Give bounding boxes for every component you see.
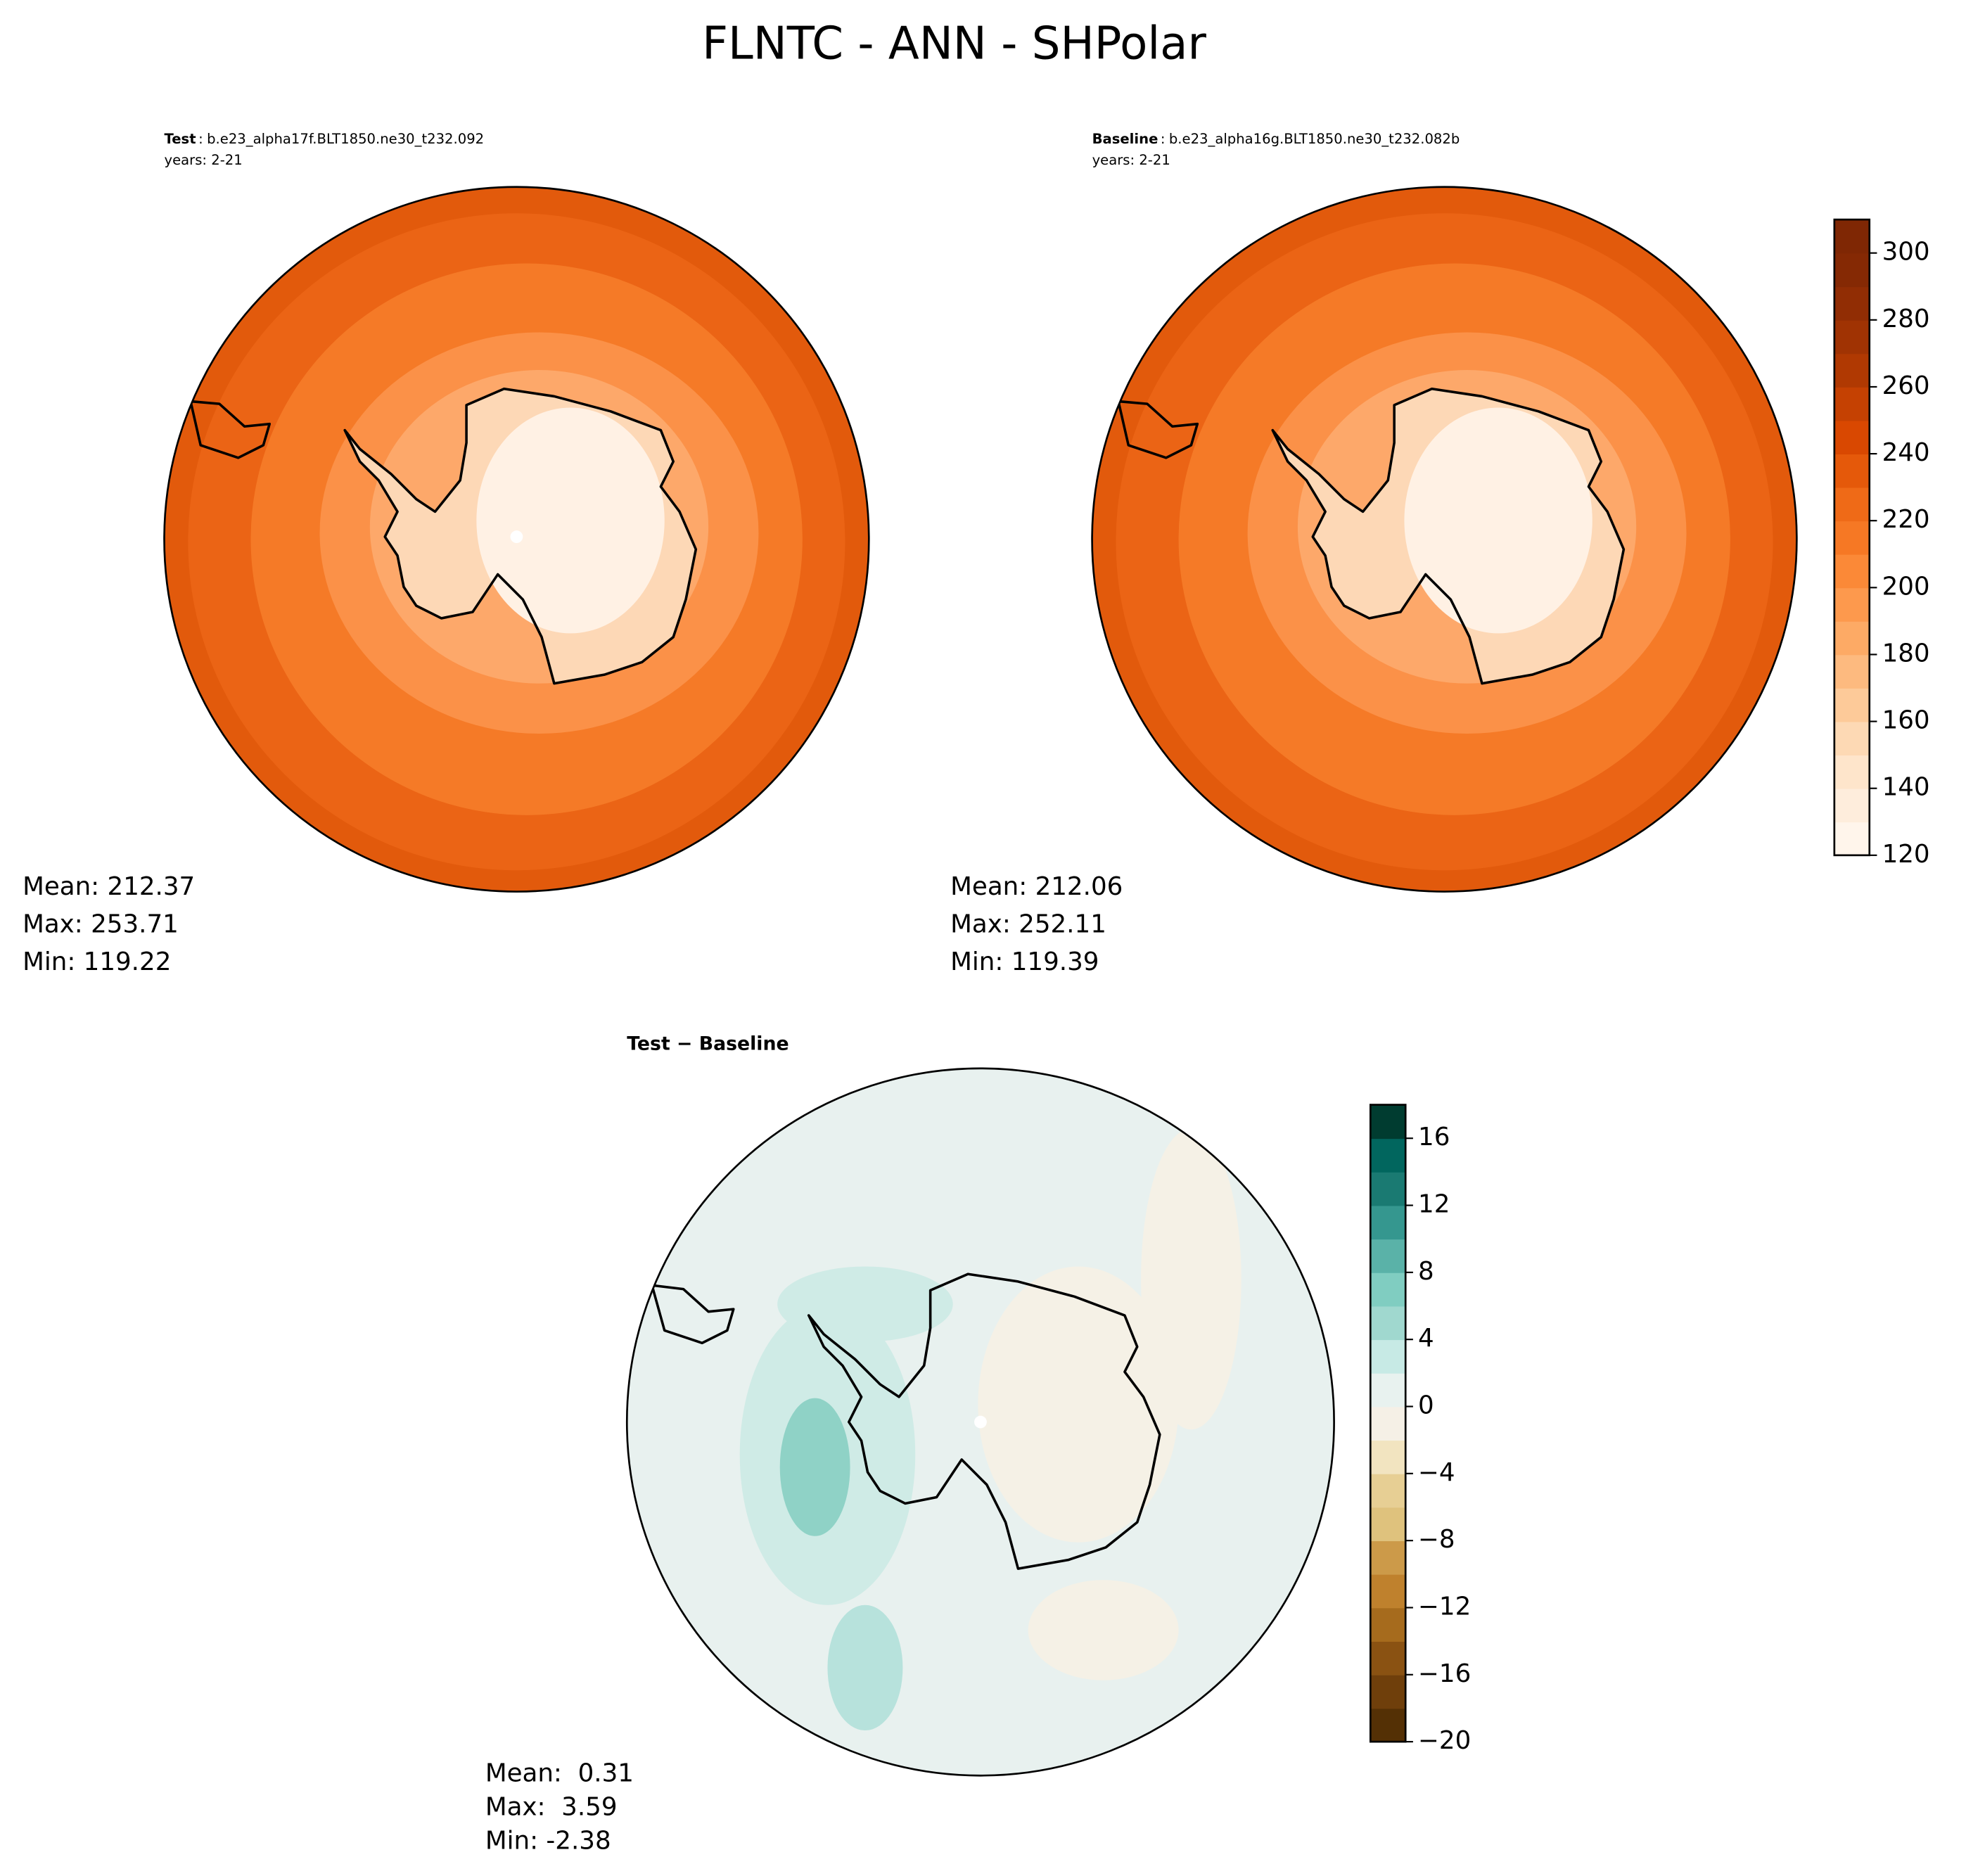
colorbar-band bbox=[1370, 1574, 1406, 1609]
tick-label: 240 bbox=[1882, 438, 1930, 467]
colorbar-band bbox=[1834, 620, 1870, 656]
separator: : bbox=[198, 131, 203, 147]
colorbar-band bbox=[1370, 1708, 1406, 1742]
colorbars: 120140160180200220240260280300−20−16−12−… bbox=[1369, 218, 1930, 1755]
tick-label: 180 bbox=[1882, 639, 1930, 668]
years: years: 2-21 bbox=[165, 152, 243, 168]
colorbar-band bbox=[1834, 521, 1870, 555]
colorbar-band bbox=[1370, 1674, 1406, 1709]
pole bbox=[510, 530, 523, 544]
tick-label: 4 bbox=[1418, 1324, 1434, 1353]
colorbar-band bbox=[1370, 1540, 1406, 1575]
colorbar-band bbox=[1834, 487, 1870, 522]
colorbar-band bbox=[1834, 353, 1870, 388]
tick-label: −16 bbox=[1418, 1659, 1471, 1688]
colorbar-band bbox=[1370, 1239, 1406, 1273]
colorbar-band bbox=[1370, 1272, 1406, 1307]
stat: Max: 253.71 bbox=[23, 910, 179, 939]
colorbar-band bbox=[1834, 286, 1870, 321]
map bbox=[164, 186, 869, 892]
colorbar-band bbox=[1370, 1205, 1406, 1240]
stats: Mean: 212.37 Max: 253.71 Min: 119.22 Mean: … bbox=[23, 872, 1123, 1856]
tick-label: 260 bbox=[1882, 371, 1930, 400]
stat: Max: 252.11 bbox=[950, 910, 1106, 939]
tick-label: −20 bbox=[1418, 1726, 1471, 1755]
colorbar-band bbox=[1370, 1138, 1406, 1173]
colorbar-band bbox=[1370, 1473, 1406, 1508]
map-frame bbox=[163, 186, 870, 893]
colorbar-band bbox=[1370, 1171, 1406, 1206]
tick-label: 220 bbox=[1882, 505, 1930, 534]
stat: Min: 119.39 bbox=[950, 947, 1099, 976]
colorbar-band bbox=[1834, 386, 1870, 421]
colorbar-band bbox=[1834, 219, 1870, 254]
colorbar-band bbox=[1834, 688, 1870, 722]
map-frame bbox=[625, 1067, 1335, 1777]
tick-label: 200 bbox=[1882, 572, 1930, 601]
stat: Max: 3.59 bbox=[485, 1793, 618, 1822]
tick-label: −4 bbox=[1418, 1458, 1455, 1487]
colorbar-band bbox=[1370, 1372, 1406, 1408]
tick-label: 160 bbox=[1882, 706, 1930, 735]
tick-label: 280 bbox=[1882, 305, 1930, 333]
panel-label: Baseline bbox=[1092, 131, 1158, 147]
figure-title: FLNTC - ANN - SHPolar bbox=[702, 18, 1206, 70]
colorbar-band bbox=[1834, 587, 1870, 622]
tick-label: 0 bbox=[1418, 1391, 1434, 1420]
colorbar-band bbox=[1370, 1507, 1406, 1542]
colorbar-band bbox=[1834, 454, 1870, 488]
colorbar-band bbox=[1834, 253, 1870, 288]
stat: Mean: 0.31 bbox=[485, 1759, 634, 1787]
colorbar-frame bbox=[1369, 1104, 1407, 1743]
tick-label: −12 bbox=[1418, 1592, 1471, 1621]
tick-label: 8 bbox=[1418, 1257, 1434, 1286]
stat: Min: -2.38 bbox=[485, 1827, 611, 1856]
colorbar-band bbox=[1370, 1339, 1406, 1374]
colorbar-frame bbox=[1833, 218, 1871, 857]
case-name: b.e23_alpha17f.BLT1850.ne30_t232.092 bbox=[207, 131, 484, 147]
colorbar-band bbox=[1370, 1440, 1406, 1474]
colorbar-band bbox=[1834, 554, 1870, 589]
colorbar-band bbox=[1834, 420, 1870, 454]
tick-label: 140 bbox=[1882, 773, 1930, 802]
colorbar-band bbox=[1370, 1306, 1406, 1341]
tick-label: 120 bbox=[1882, 840, 1930, 869]
colorbar-band bbox=[1834, 721, 1870, 756]
panel-label: Test bbox=[165, 131, 196, 147]
panel-header: Baseline: b.e23_alpha16g.BLT1850.ne30_t23… bbox=[1092, 131, 1460, 147]
separator: : bbox=[1161, 131, 1166, 147]
tick-label: −8 bbox=[1418, 1525, 1455, 1554]
map bbox=[627, 1068, 1334, 1776]
colorbar-band bbox=[1370, 1104, 1406, 1140]
stat: Min: 119.22 bbox=[23, 947, 171, 976]
colorbar-band bbox=[1370, 1607, 1406, 1642]
stat: Mean: 212.37 bbox=[23, 872, 195, 901]
map bbox=[1092, 186, 1797, 892]
years: years: 2-21 bbox=[1092, 152, 1170, 168]
colorbar-band bbox=[1370, 1641, 1406, 1676]
stat: Mean: 212.06 bbox=[950, 872, 1123, 901]
pole bbox=[974, 1415, 987, 1429]
colorbar-band bbox=[1834, 822, 1870, 856]
tick-label: 300 bbox=[1882, 238, 1930, 267]
panel-header: Test: b.e23_alpha17f.BLT1850.ne30_t232.09… bbox=[165, 131, 485, 147]
tick-label: 16 bbox=[1418, 1123, 1450, 1151]
colorbar-band bbox=[1834, 755, 1870, 789]
case-name: b.e23_alpha16g.BLT1850.ne30_t232.082b bbox=[1169, 131, 1460, 147]
panel-label: Test − Baseline bbox=[627, 1033, 789, 1055]
map-frame bbox=[1091, 186, 1798, 893]
colorbar-band bbox=[1834, 788, 1870, 823]
colorbar-band bbox=[1834, 654, 1870, 689]
tick-label: 12 bbox=[1418, 1190, 1450, 1219]
colorbar-band bbox=[1370, 1406, 1406, 1441]
colorbar-band bbox=[1834, 319, 1870, 355]
